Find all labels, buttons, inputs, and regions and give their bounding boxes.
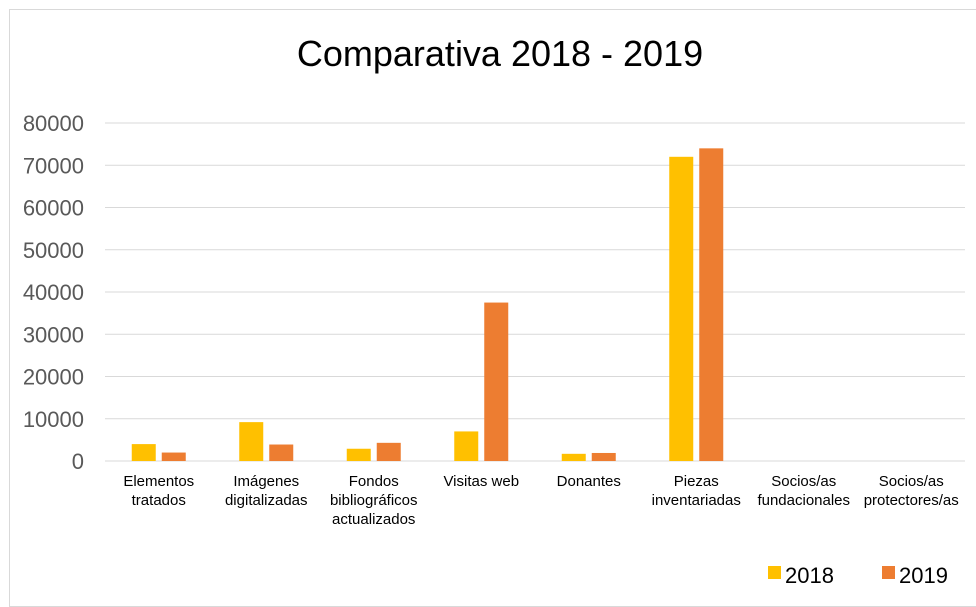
x-axis-category-labels: Elementos tratados Imágenes digitalizadas Fo… [123,473,958,528]
y-tick-label: 20000 [23,365,84,390]
bar-2019-3 [484,302,509,461]
y-tick-label: 0 [72,449,84,474]
x-category-label: Donantes [557,473,621,490]
x-category-label: Piezas inventariadas [652,473,741,509]
bar-2018-4 [561,453,586,461]
bar-2019-1 [269,444,294,461]
gridlines [105,122,965,462]
y-axis-tick-labels: 0 10000 20000 30000 40000 50000 60000 70000 8000… [23,111,84,474]
bar-2018-1 [239,422,264,461]
bar-2018-5 [669,156,694,462]
x-category-label: Visitas web [443,473,519,490]
x-category-label: Socios/as fundacionales [757,473,850,509]
bar-2019-5 [699,148,724,461]
x-category-label: Imágenes digitalizadas [225,473,308,509]
x-category-label: Elementos tratados [123,473,194,509]
y-tick-label: 80000 [23,111,84,136]
bar-2019-2 [376,442,401,461]
bar-2018-0 [131,444,156,461]
bar-2019-4 [591,452,616,461]
legend-label-2018: 2018 [785,563,834,588]
y-tick-label: 70000 [23,153,84,178]
y-tick-label: 50000 [23,238,84,263]
legend-swatch-2018 [768,566,781,579]
x-category-label: Socios/as protectores/as [864,473,959,509]
y-tick-label: 40000 [23,280,84,305]
legend-label-2019: 2019 [899,563,948,588]
bar-2018-2 [346,448,371,461]
legend-swatch-2019 [882,566,895,579]
y-tick-label: 60000 [23,196,84,221]
bar-2018-3 [454,431,479,461]
bar-2019-0 [161,452,186,461]
y-tick-label: 30000 [23,322,84,347]
x-category-label: Fondos bibliográficos actualizados [330,473,418,528]
y-tick-label: 10000 [23,407,84,432]
chart-title: Comparativa 2018 - 2019 [297,33,703,74]
legend: 2018 2019 [768,563,948,588]
bars [131,148,724,462]
